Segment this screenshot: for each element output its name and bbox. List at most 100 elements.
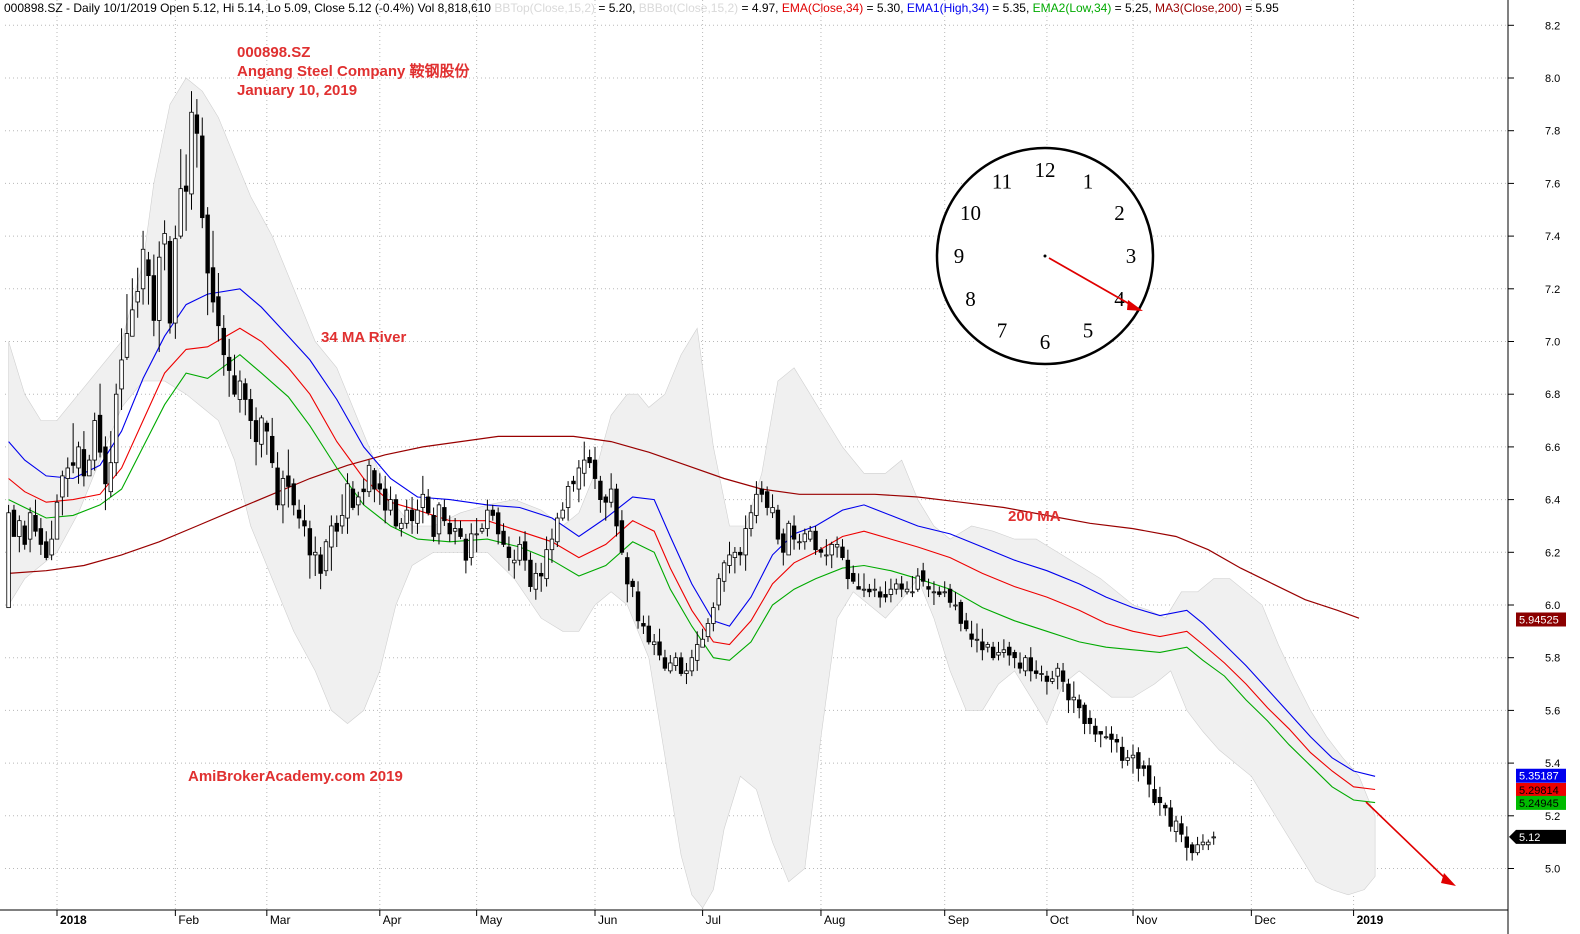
clock-number: 6 [1040,330,1051,354]
candle-body [1168,807,1173,827]
candle-body [856,586,861,590]
candle-body [124,333,130,358]
candle-body [103,446,108,485]
candle-body [641,623,646,627]
candle-body [883,594,888,598]
candle-body [151,275,157,321]
candle-body [840,546,845,558]
candle-body [463,538,469,561]
candle-body [1082,704,1087,724]
annotation-river-label: 34 MA River [321,329,406,346]
candle-body [458,528,463,537]
candle-body [70,462,76,466]
price-tag-bg [1516,768,1566,783]
y-tick-label: 8.0 [1545,73,1560,85]
candle-body [221,327,226,356]
candle-body [1173,820,1179,833]
y-tick-label: 5.4 [1545,758,1560,770]
candle-body [415,509,420,524]
candle-body [210,267,216,303]
candle-body [662,657,668,669]
candle-body [517,543,522,561]
candle-body [135,291,140,303]
candle-body [603,496,608,503]
candle-body [1087,717,1093,724]
y-tick-label: 6.2 [1545,547,1560,559]
candle-body [216,296,221,327]
candle-body [81,449,87,477]
candle-body [501,530,506,545]
candle-body [721,562,727,582]
candle-body [49,538,54,556]
annotation-title-line: Angang Steel Company 鞍钢股份 [237,62,471,80]
ma200-line [8,435,1360,619]
candle-body [565,486,571,508]
candle-body [44,541,49,558]
candle-body [668,662,673,672]
candle-body [926,586,931,590]
candle-body [345,483,350,519]
candle-body [1152,789,1157,804]
candle-body [937,591,942,595]
clock-hand-head [1127,300,1143,311]
candle-body [958,601,964,624]
x-tick-label: Oct [1050,913,1069,927]
candle-body [469,533,474,558]
price-tag-label: 5.94525 [1519,614,1559,626]
header-part: MA3(Close,200) [1155,1,1242,15]
candle-body [920,570,926,582]
candle-body [339,515,345,527]
candle-body [490,509,495,516]
candle-body [711,607,716,624]
candle-body [1125,757,1130,761]
candle-body [1055,667,1060,677]
candle-body [1044,675,1050,682]
clock-number: 11 [992,170,1012,194]
candle-body [872,588,877,591]
candle-body [824,554,829,557]
x-tick-label: Aug [824,913,845,927]
candle-body [382,488,388,511]
candle-body [302,520,307,527]
candle-body [1077,699,1082,709]
candle-body [533,572,539,590]
candle-body [146,259,151,277]
candle-body [684,670,689,674]
candle-body [194,114,200,134]
candle-body [775,509,781,540]
candle-body [625,557,630,585]
candle-body [189,111,194,195]
candle-body [27,512,33,540]
candle-body [479,528,485,532]
candle-body [296,509,302,519]
candle-body [183,185,189,192]
header-part: = 5.35, [988,1,1033,15]
header-part: EMA1(High,34) [906,1,989,15]
candle-body [904,588,910,593]
candle-body [673,657,678,667]
candle-body [894,583,899,590]
header-part: 000898.SZ - Daily 10/1/2019 Open 5.12, H… [4,1,495,15]
candle-body [474,533,479,536]
annotation-title-line: 000898.SZ [237,44,310,61]
candle-body [1023,657,1028,672]
clock-number: 7 [997,318,1008,342]
candle-body [393,499,399,527]
candle-body [119,359,124,390]
clock-number: 3 [1126,244,1137,268]
price-tag-bg [1516,795,1566,810]
candle-body [969,633,974,640]
candle-body [953,604,958,607]
candle-body [587,457,592,464]
candle-body [829,543,834,556]
candle-body [818,549,824,553]
candle-body [754,493,759,516]
candle-body [60,475,65,498]
clock-number: 10 [960,201,981,225]
candle-body [813,530,818,551]
candle-body [1001,649,1007,653]
candle-body [1146,765,1152,785]
candle-body [614,488,619,527]
candle-body [291,483,296,506]
